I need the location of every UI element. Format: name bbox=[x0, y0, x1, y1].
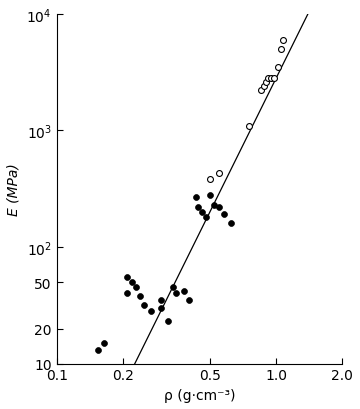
Point bbox=[102, 340, 107, 346]
Point bbox=[137, 293, 143, 299]
Point bbox=[271, 76, 277, 82]
Point bbox=[181, 288, 187, 294]
Point bbox=[193, 194, 199, 200]
Point bbox=[228, 220, 233, 227]
Point bbox=[216, 171, 222, 177]
Point bbox=[221, 212, 227, 218]
Point bbox=[170, 285, 176, 291]
Point bbox=[263, 79, 269, 86]
Point bbox=[207, 177, 213, 183]
Point bbox=[158, 305, 164, 312]
Point bbox=[195, 204, 201, 211]
Point bbox=[216, 204, 222, 211]
Point bbox=[96, 347, 102, 354]
Point bbox=[125, 290, 130, 297]
Y-axis label: E (MPa): E (MPa) bbox=[7, 163, 21, 216]
Point bbox=[211, 202, 217, 209]
Point bbox=[125, 274, 130, 281]
Point bbox=[203, 214, 209, 221]
Point bbox=[148, 308, 154, 315]
Point bbox=[173, 290, 179, 297]
X-axis label: ρ (g·cm⁻³): ρ (g·cm⁻³) bbox=[164, 388, 235, 402]
Point bbox=[280, 37, 286, 44]
Point bbox=[141, 302, 147, 308]
Point bbox=[199, 209, 205, 216]
Point bbox=[265, 76, 271, 82]
Point bbox=[186, 297, 192, 304]
Point bbox=[261, 83, 267, 90]
Point bbox=[246, 123, 252, 130]
Point bbox=[133, 285, 139, 291]
Point bbox=[165, 318, 170, 325]
Point bbox=[258, 88, 264, 94]
Point bbox=[268, 76, 274, 82]
Point bbox=[207, 192, 213, 199]
Point bbox=[275, 65, 281, 71]
Point bbox=[158, 297, 164, 304]
Point bbox=[278, 47, 284, 53]
Point bbox=[129, 279, 135, 286]
